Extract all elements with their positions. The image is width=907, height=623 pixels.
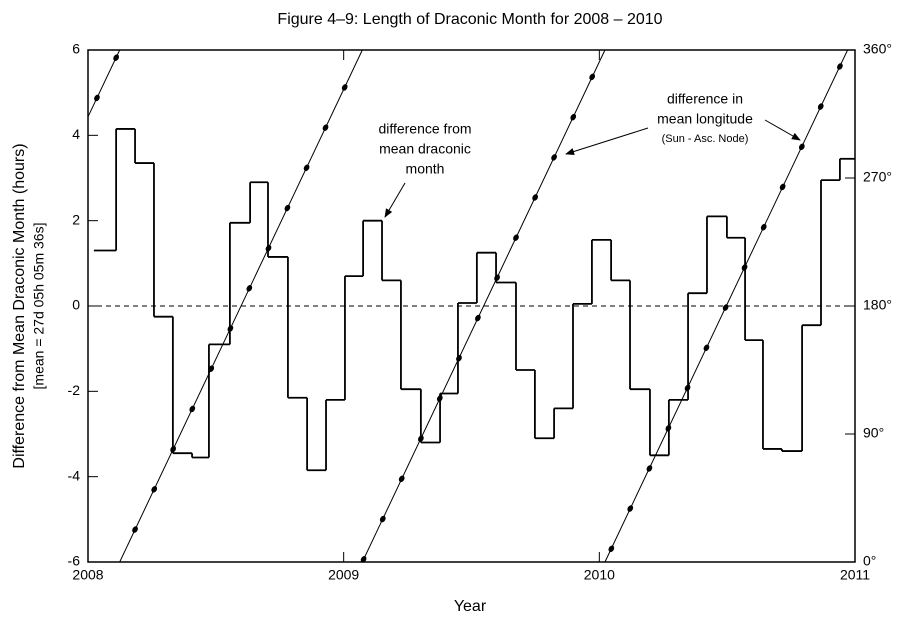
longitude-line — [87, 49, 121, 118]
y-axis-label: Difference from Mean Draconic Month (hou… — [11, 143, 28, 468]
y-axis-sublabel: [mean = 27d 05h 05m 36s] — [31, 223, 47, 390]
y-tick-label: 0 — [72, 297, 80, 313]
longitude-dot — [208, 365, 215, 373]
longitude-dot — [113, 54, 119, 61]
longitude-dot — [475, 314, 481, 322]
longitude-dot — [513, 234, 519, 242]
longitude-dot — [837, 63, 843, 70]
y2-tick-label: 90° — [863, 425, 884, 441]
annotation-note: (Sun - Asc. Node) — [662, 133, 749, 145]
annotation: mean draconic — [379, 141, 471, 157]
annotation-arrow — [384, 182, 406, 218]
longitude-dot — [284, 204, 291, 212]
annotation: difference from — [378, 121, 471, 137]
longitude-dot — [132, 526, 138, 533]
chart-title: Figure 4–9: Length of Draconic Month for… — [277, 11, 662, 28]
longitude-dot — [684, 384, 691, 392]
annotation-arrow — [565, 127, 649, 155]
longitude-dot — [570, 113, 577, 121]
longitude-dot — [94, 94, 100, 102]
longitude-dot — [779, 183, 786, 191]
y-tick-label: 2 — [72, 211, 80, 227]
longitude-dot — [227, 325, 234, 332]
longitude-dot — [627, 505, 634, 512]
longitude-dot — [532, 194, 539, 201]
longitude-dot — [589, 73, 596, 81]
annotation-arrow — [764, 119, 801, 141]
x-tick-label: 2010 — [584, 567, 615, 583]
longitude-dot — [798, 143, 805, 151]
y-tick-label: 4 — [72, 126, 80, 142]
x-tick-label: 2008 — [72, 567, 103, 583]
longitude-dot — [703, 344, 710, 352]
y2-tick-label: 270° — [863, 169, 892, 185]
y-tick-label: -2 — [68, 382, 81, 398]
y2-tick-label: 180° — [863, 297, 892, 313]
x-tick-label: 2011 — [840, 567, 870, 583]
annotation: difference in — [667, 91, 743, 107]
y2-tick-label: 360° — [863, 41, 892, 57]
longitude-dot — [379, 515, 386, 523]
annotation: mean longitude — [657, 111, 753, 127]
annotation: month — [406, 161, 445, 177]
longitude-dot — [398, 475, 405, 483]
longitude-dot — [760, 223, 767, 231]
longitude-dot — [322, 124, 329, 131]
longitude-dot — [665, 424, 672, 432]
longitude-dot — [722, 304, 729, 311]
longitude-dot — [817, 103, 824, 110]
y-tick-label: -4 — [68, 467, 81, 483]
longitude-dot — [436, 395, 443, 402]
longitude-dot — [265, 244, 272, 252]
longitude-dot — [418, 435, 424, 442]
longitude-dot — [170, 445, 176, 453]
longitude-dot — [608, 545, 615, 553]
x-axis-label: Year — [454, 598, 487, 615]
x-tick-label: 2009 — [328, 567, 359, 583]
longitude-dot — [189, 405, 196, 413]
longitude-dot — [741, 264, 748, 271]
longitude-dot — [456, 355, 462, 362]
y-tick-label: -6 — [68, 553, 81, 569]
longitude-dot — [551, 154, 557, 161]
longitude-dot — [246, 285, 253, 292]
y-tick-label: 6 — [72, 41, 80, 57]
longitude-dot — [360, 555, 367, 563]
longitude-dot — [341, 84, 348, 91]
longitude-dot — [151, 486, 158, 493]
longitude-dot — [494, 274, 500, 282]
longitude-dot — [646, 465, 653, 472]
longitude-line — [119, 49, 363, 563]
y2-tick-label: 0° — [863, 553, 876, 569]
longitude-dot — [303, 164, 310, 172]
